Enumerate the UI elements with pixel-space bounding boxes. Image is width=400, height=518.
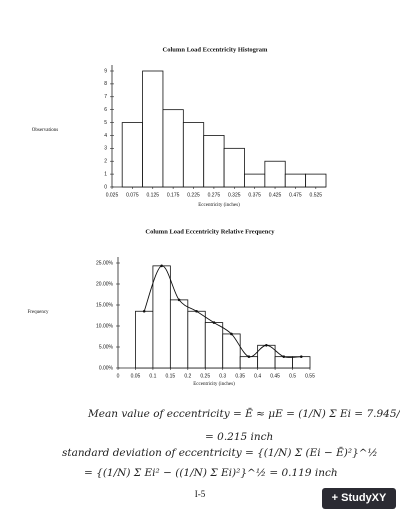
y-tick-label: 9 xyxy=(104,68,107,74)
frequency-point xyxy=(177,298,181,302)
x-tick-label: 0.475 xyxy=(289,192,302,198)
y-tick-label: 3 xyxy=(104,146,107,152)
bar xyxy=(121,122,143,188)
y-axis-label: Frequency xyxy=(27,310,49,315)
x-tick-label: 0.45 xyxy=(270,373,280,379)
x-tick-label: 0.55 xyxy=(305,373,315,379)
y-tick-label: 8 xyxy=(104,81,107,87)
y-tick-label: 25.00% xyxy=(96,260,114,266)
x-tick-label: 0.4 xyxy=(254,373,261,379)
bar xyxy=(152,265,171,369)
x-tick-label: 0.275 xyxy=(208,192,221,198)
x-axis-label: Eccentricity (inches) xyxy=(193,382,235,387)
chart-title: Column Load Eccentricity Relative Freque… xyxy=(145,228,275,235)
frequency-point xyxy=(230,332,233,336)
page-number: I-5 xyxy=(195,489,206,499)
frequency-curve xyxy=(143,265,302,358)
y-tick-label: 4 xyxy=(104,133,107,139)
mean-result: = 0.215 inch xyxy=(205,431,273,443)
frequency-point xyxy=(247,355,251,358)
x-tick-label: 0.15 xyxy=(165,373,175,379)
y-tick-label: 10.00% xyxy=(96,323,114,329)
x-tick-label: 0.175 xyxy=(167,192,180,198)
std-formula: standard deviation of eccentricity = {(1… xyxy=(62,446,378,459)
x-tick-label: 0.2 xyxy=(184,373,191,379)
bar xyxy=(182,122,205,188)
frequency-point xyxy=(160,264,163,268)
y-tick-label: 20.00% xyxy=(96,281,114,287)
bar xyxy=(135,310,154,369)
bar xyxy=(223,147,245,188)
frequency-point xyxy=(195,309,198,313)
bar xyxy=(239,356,259,369)
frequency-point xyxy=(282,355,286,358)
x-tick-label: 0.35 xyxy=(235,373,245,379)
y-tick-label: 2 xyxy=(104,159,107,165)
x-axis-label: Eccentricity (inches) xyxy=(198,203,240,208)
x-tick-label: 0.425 xyxy=(269,192,282,198)
bar xyxy=(284,173,307,188)
bar xyxy=(169,299,189,369)
x-tick-label: 0 xyxy=(117,373,120,379)
x-tick-label: 0.125 xyxy=(147,192,160,198)
y-tick-label: 7 xyxy=(104,94,107,100)
bar xyxy=(305,173,327,188)
bar xyxy=(274,356,293,369)
x-tick-label: 0.225 xyxy=(187,192,200,198)
y-tick-label: 6 xyxy=(104,107,107,113)
brand: StudyXY xyxy=(341,492,387,504)
frequency-point xyxy=(212,321,216,324)
y-axis-label: Observations xyxy=(32,128,58,133)
x-tick-label: 0.3 xyxy=(219,373,226,379)
frequency-point xyxy=(142,309,146,313)
x-tick-label: 0.025 xyxy=(106,192,119,198)
x-tick-label: 0.075 xyxy=(126,192,139,198)
brand-badge: + StudyXY xyxy=(322,488,396,509)
std-expanded: = {(1/N) Σ Ei² − ((1/N) Σ Ei)²}^½ = 0.11… xyxy=(84,467,338,479)
bar xyxy=(142,70,164,188)
y-tick-label: 5 xyxy=(104,120,107,126)
bar xyxy=(187,310,206,369)
y-tick-label: 0.00% xyxy=(99,365,114,371)
bar xyxy=(203,135,225,188)
bar xyxy=(264,160,286,188)
chart-title: Column Load Eccentricity Histogram xyxy=(163,46,268,53)
x-tick-label: 0.325 xyxy=(228,192,241,198)
x-tick-label: 0.25 xyxy=(200,373,210,379)
y-tick-label: 5.00% xyxy=(99,344,114,350)
y-tick-label: 0 xyxy=(104,184,107,190)
y-tick-label: 15.00% xyxy=(96,302,114,308)
bar xyxy=(244,173,266,188)
bar xyxy=(222,333,241,369)
x-tick-label: 0.05 xyxy=(131,373,141,379)
x-tick-label: 0.525 xyxy=(310,192,323,198)
bar xyxy=(162,109,184,188)
frequency-point xyxy=(265,343,268,347)
x-tick-label: 0.375 xyxy=(248,192,261,198)
frequency-point xyxy=(299,355,303,358)
mean-formula: Mean value of eccentricity = Ē ≈ μE = (1… xyxy=(87,407,400,420)
bar xyxy=(204,322,224,369)
y-tick-label: 1 xyxy=(104,171,107,177)
bar xyxy=(292,356,311,369)
x-tick-label: 0.5 xyxy=(289,373,296,379)
x-tick-label: 0.1 xyxy=(149,373,156,379)
